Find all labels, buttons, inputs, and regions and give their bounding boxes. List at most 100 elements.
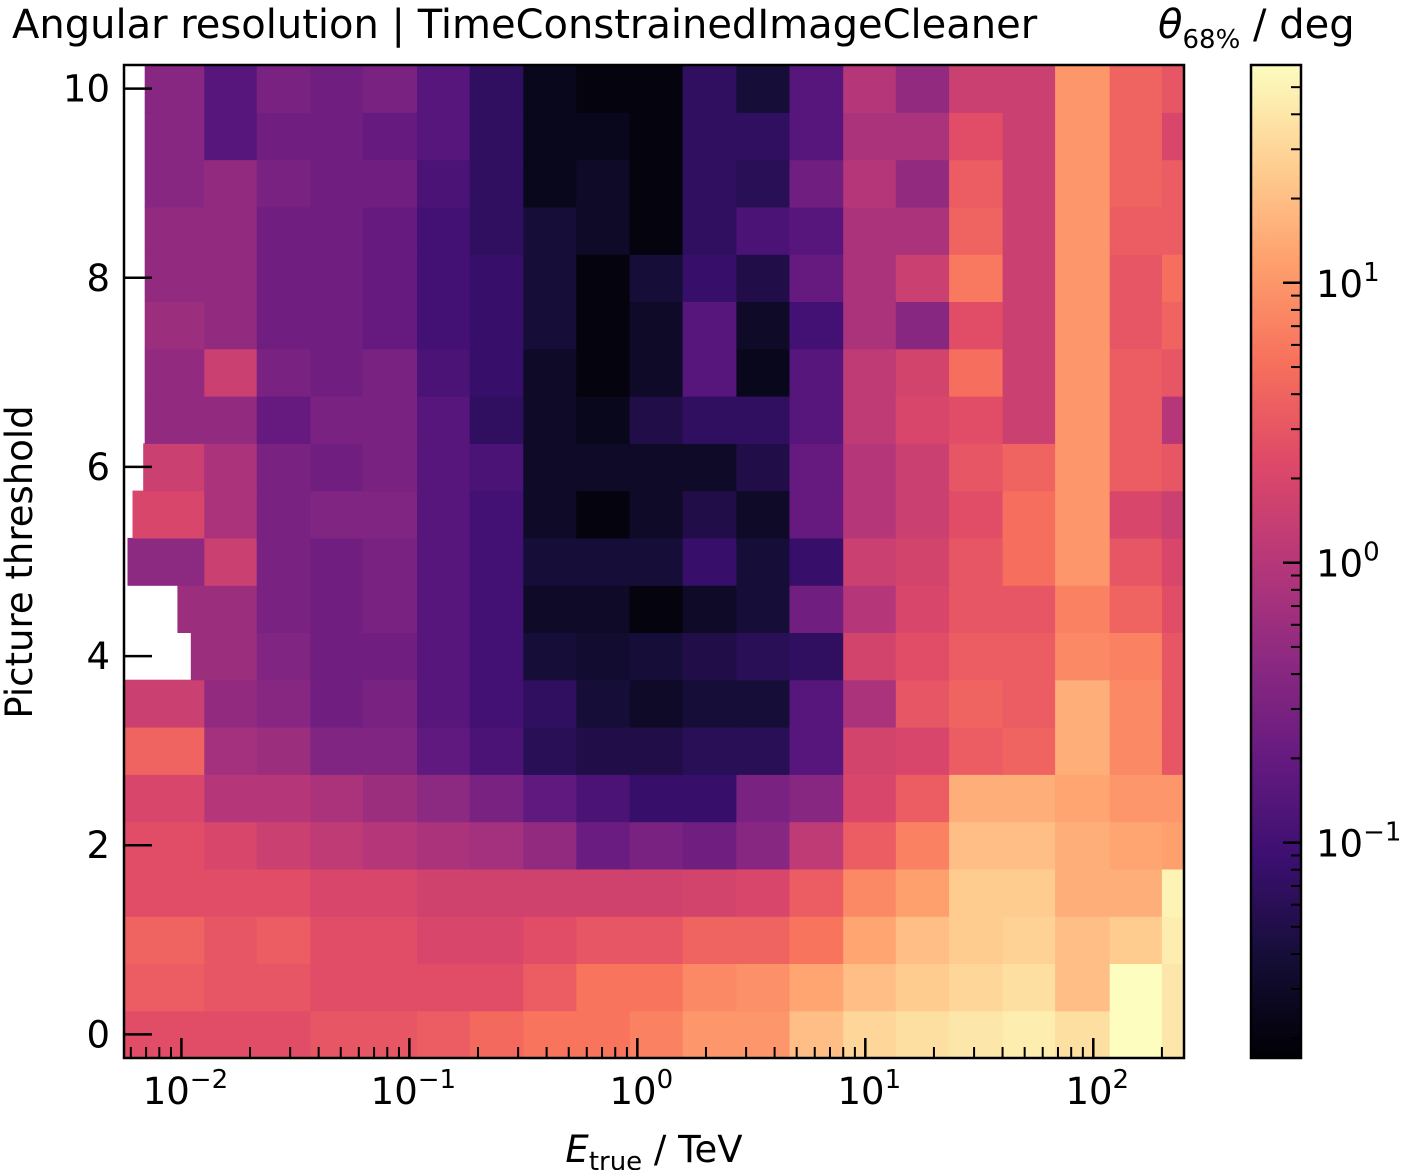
heatmap-cell — [736, 159, 791, 208]
heatmap-cell — [895, 821, 950, 870]
heatmap-cell — [310, 112, 364, 161]
heatmap-cell — [144, 65, 205, 113]
x-tick-label: 102 — [1065, 1065, 1129, 1113]
heatmap-cell — [256, 348, 311, 397]
heatmap-cell — [256, 254, 311, 302]
heatmap-cell — [310, 443, 364, 492]
heatmap-cell — [895, 443, 950, 492]
heatmap-cell — [1109, 443, 1163, 492]
heatmap-cell — [256, 65, 311, 113]
heatmap-cell — [1055, 443, 1111, 492]
heatmap-cell — [1055, 821, 1111, 870]
heatmap-cell — [736, 301, 791, 350]
heatmap-cell — [1161, 1010, 1185, 1059]
heatmap-cell — [843, 821, 897, 870]
heatmap-cell — [682, 254, 737, 302]
heatmap-cell — [469, 679, 524, 728]
heatmap-cell — [417, 348, 471, 397]
heatmap-cell — [789, 963, 844, 1012]
heatmap-cell — [789, 254, 844, 302]
heatmap-cell — [1002, 679, 1056, 728]
heatmap-cell — [895, 537, 950, 586]
heatmap-cell — [469, 206, 524, 255]
heatmap-cell — [1055, 774, 1111, 823]
heatmap-cell — [1055, 396, 1111, 444]
heatmap-cell — [256, 585, 311, 633]
heatmap-cell — [1109, 727, 1163, 775]
heatmap-cell — [310, 348, 364, 397]
heatmap-cell — [124, 727, 205, 775]
heatmap-cell — [417, 490, 471, 539]
heatmap-cell — [523, 396, 577, 444]
heatmap-cell — [144, 254, 205, 302]
heatmap-cell — [736, 868, 791, 917]
heatmap-cell — [1002, 348, 1056, 397]
heatmap-cell — [1109, 348, 1163, 397]
heatmap-cell — [576, 206, 631, 255]
heatmap-cell — [204, 916, 258, 964]
heatmap-cell — [1002, 490, 1056, 539]
heatmap-cell — [256, 868, 311, 917]
heatmap-cell — [789, 774, 844, 823]
heatmap-cell — [576, 632, 631, 681]
heatmap-cell — [362, 821, 418, 870]
heatmap-cell — [523, 868, 577, 917]
heatmap-cell — [1055, 254, 1111, 302]
heatmap-cell — [789, 679, 844, 728]
heatmap-cell — [682, 490, 737, 539]
heatmap-cell — [310, 632, 364, 681]
heatmap-cell — [1055, 585, 1111, 633]
heatmap-cell — [576, 868, 631, 917]
heatmap-cell — [310, 65, 364, 113]
heatmap-cell — [417, 868, 471, 917]
heatmap-cell — [736, 206, 791, 255]
heatmap-cell — [417, 963, 471, 1012]
heatmap-cell — [132, 490, 205, 539]
heatmap-cell — [789, 585, 844, 633]
heatmap-cell — [469, 301, 524, 350]
heatmap-cell — [1055, 65, 1111, 113]
heatmap-cell — [362, 537, 418, 586]
heatmap-cell — [736, 396, 791, 444]
heatmap-cell — [895, 727, 950, 775]
x-axis-ticks: 10−2 10−1 100 101 102 — [129, 1038, 1163, 1113]
chart-title: Angular resolution | TimeConstrainedImag… — [12, 2, 1038, 48]
heatmap-cell — [1002, 301, 1056, 350]
heatmap-cell — [417, 679, 471, 728]
heatmap-cell — [789, 112, 844, 161]
heatmap-cell — [576, 254, 631, 302]
heatmap-cell — [895, 868, 950, 917]
heatmap-cell — [469, 821, 524, 870]
heatmap-cell — [843, 490, 897, 539]
heatmap-cell — [204, 963, 258, 1012]
heatmap-cell — [1002, 206, 1056, 255]
heatmap-cell — [469, 963, 524, 1012]
heatmap-cell — [576, 916, 631, 964]
heatmap-cell — [576, 774, 631, 823]
heatmap-cell — [417, 727, 471, 775]
heatmap-cell — [789, 443, 844, 492]
heatmap-cell — [256, 396, 311, 444]
heatmap-cell — [362, 490, 418, 539]
heatmap-cell — [629, 254, 684, 302]
heatmap-cell — [843, 963, 897, 1012]
heatmap-cell — [682, 679, 737, 728]
heatmap-cell — [1002, 963, 1056, 1012]
heatmap-cell — [1109, 774, 1163, 823]
heatmap-cell — [523, 585, 577, 633]
heatmap-cell — [629, 159, 684, 208]
heatmap-cell — [310, 916, 364, 964]
heatmap-cell — [682, 821, 737, 870]
heatmap-cell — [629, 916, 684, 964]
heatmap-cell — [256, 679, 311, 728]
heatmap-cell — [1002, 443, 1056, 492]
heatmap-cell — [1161, 963, 1185, 1012]
heatmap-cell — [310, 490, 364, 539]
heatmap-cell — [256, 490, 311, 539]
heatmap-cell — [523, 632, 577, 681]
heatmap-cell — [124, 774, 205, 823]
heatmap-cell — [843, 868, 897, 917]
heatmap-cell — [736, 774, 791, 823]
heatmap-cell — [1161, 443, 1185, 492]
heatmap-cell — [1161, 774, 1185, 823]
